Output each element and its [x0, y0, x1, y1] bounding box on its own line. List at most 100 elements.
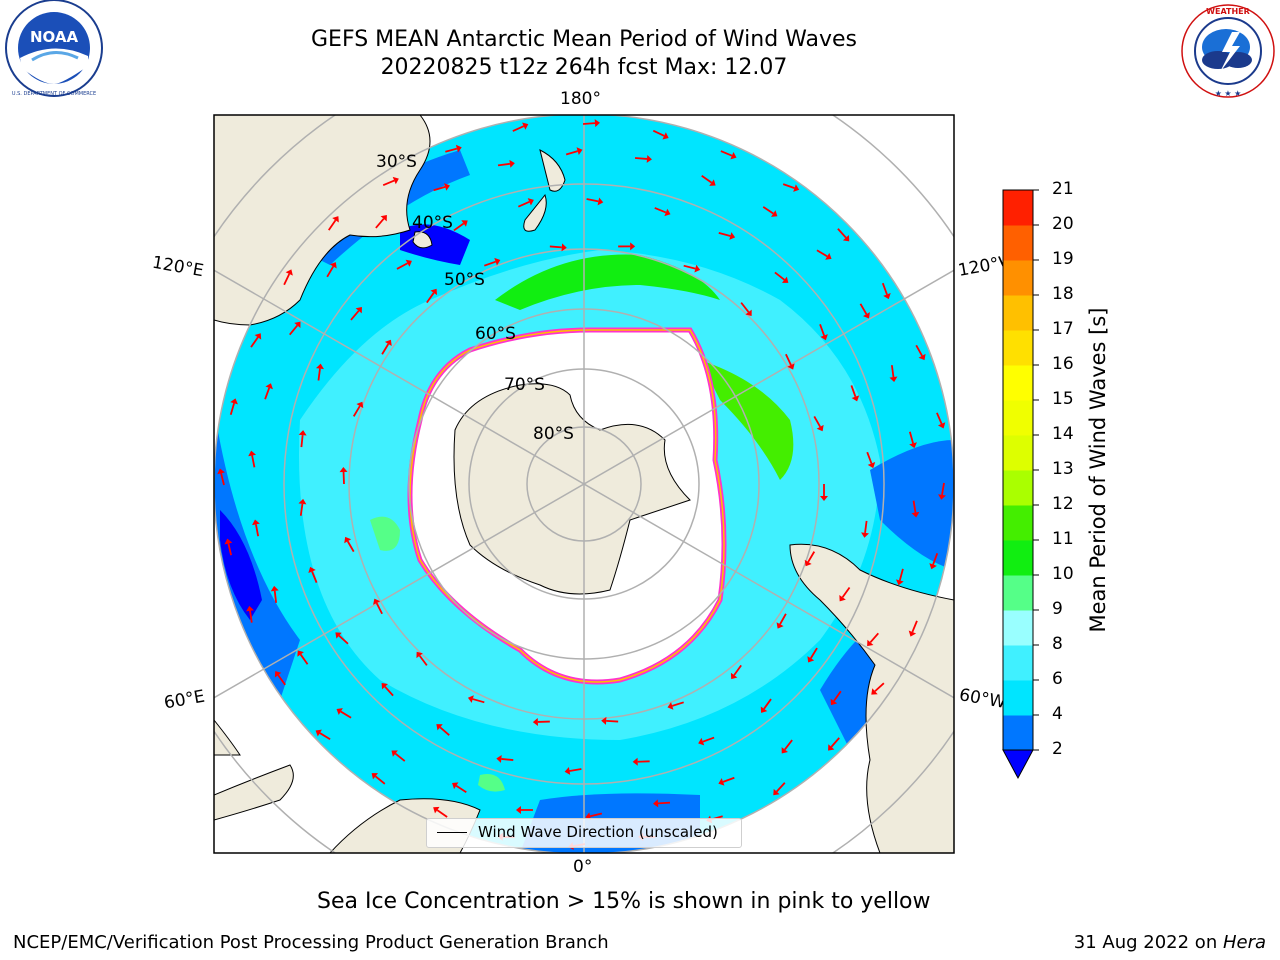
wave-direction-arrow: [382, 179, 395, 187]
wave-direction-arrow: [774, 271, 785, 281]
wave-direction-arrow: [898, 568, 904, 581]
wave-direction-arrowhead: [391, 750, 398, 757]
wave-direction-arrowhead: [861, 532, 870, 538]
wave-direction-arrowhead: [509, 159, 515, 168]
wave-direction-arrow: [911, 620, 918, 633]
map-legend: Wind Wave Direction (unscaled): [426, 818, 742, 848]
wave-direction-arrowhead: [918, 353, 926, 361]
wave-direction-arrowhead: [820, 496, 828, 501]
wave-direction-arrowhead: [576, 147, 583, 155]
colorbar-tick-label: 17: [1052, 319, 1074, 339]
wave-direction-arrow: [634, 157, 648, 160]
wave-direction-arrow: [394, 752, 406, 762]
colorbar-tick-label: 16: [1052, 354, 1074, 374]
wave-direction-arrow: [384, 686, 394, 697]
wave-direction-arrow: [283, 273, 291, 286]
wave-direction-arrow: [890, 365, 895, 378]
svg-text:U.S. DEPARTMENT OF COMMERCE: U.S. DEPARTMENT OF COMMERCE: [12, 91, 96, 97]
lat-label-30s: 30°S: [376, 152, 417, 172]
wave-direction-arrowhead: [745, 309, 752, 317]
wave-direction-arrow: [874, 682, 885, 692]
wave-direction-arrowhead: [646, 154, 652, 163]
wave-direction-arrowhead: [601, 716, 607, 725]
wave-direction-arrow: [484, 260, 496, 267]
wave-direction-arrow: [455, 784, 467, 794]
wave-direction-arrow: [352, 405, 361, 417]
wave-direction-arrow: [227, 543, 232, 556]
lat-label-80s: 80°S: [533, 424, 574, 444]
wave-direction-arrowhead: [632, 757, 638, 766]
wave-direction-arrowhead: [527, 198, 534, 206]
wave-direction-arrow: [850, 385, 857, 397]
svg-text:NOAA: NOAA: [30, 28, 79, 46]
wave-direction-arrowhead: [217, 468, 225, 475]
wave-direction-arrowhead: [929, 563, 937, 570]
colorbar-extend-min: [1002, 749, 1034, 780]
wave-direction-arrow: [866, 451, 873, 464]
wave-direction-arrow: [908, 431, 914, 444]
wave-direction-arrowhead: [664, 208, 671, 217]
wave-direction-arrow: [326, 265, 335, 278]
wave-direction-arrowhead: [781, 747, 788, 754]
wave-direction-arrow: [775, 782, 786, 793]
wave-direction-arrow: [859, 303, 868, 315]
wave-direction-arrow: [657, 801, 671, 805]
wave-direction-arrowhead: [760, 706, 768, 713]
wave-direction-arrow: [255, 524, 260, 537]
wave-direction-arrowhead: [729, 232, 736, 240]
wave-direction-arrowhead: [667, 702, 674, 710]
wave-direction-arrow: [250, 336, 259, 348]
wave-direction-arrow: [472, 698, 485, 704]
wave-direction-arrow: [299, 653, 309, 665]
colorbar-tick-label: 21: [1052, 179, 1074, 199]
wave-direction-arrow: [445, 147, 458, 153]
colorbar-title: Mean Period of Wind Waves [s]: [1086, 307, 1110, 633]
colorbar-segment: [1003, 575, 1033, 611]
colorbar-tick-label: 10: [1052, 564, 1074, 584]
colorbar-segment: [1003, 295, 1033, 331]
wave-direction-arrow: [589, 812, 603, 818]
wave-direction-arrowhead: [405, 259, 412, 267]
wave-direction-arrowhead: [909, 442, 917, 449]
wave-direction-arrowhead: [392, 176, 399, 185]
wave-direction-arrow: [311, 571, 318, 583]
colorbar-segment: [1003, 225, 1033, 261]
footer-branch: NCEP/EMC/Verification Post Processing Pr…: [13, 932, 609, 953]
colorbar-segment: [1003, 505, 1033, 541]
wave-direction-arrow: [869, 632, 879, 643]
wave-direction-arrowhead: [851, 395, 860, 402]
wave-direction-arrowhead: [532, 717, 538, 726]
wave-direction-arrowhead: [816, 424, 824, 432]
wave-direction-arrowhead: [653, 799, 659, 808]
wave-direction-arrow: [289, 324, 299, 336]
wave-direction-arrowhead: [384, 339, 392, 347]
wave-direction-arrow: [501, 758, 514, 761]
colorbar-tick-label: 14: [1052, 424, 1074, 444]
wave-direction-arrow: [426, 292, 435, 304]
wave-direction-arrowhead: [265, 383, 273, 390]
wave-direction-arrow: [807, 551, 816, 563]
colorbar-tick-label: 6: [1052, 669, 1063, 689]
colorbar-tick-label: 13: [1052, 459, 1074, 479]
wave-direction-arrowhead: [246, 605, 254, 612]
wave-direction-arrow: [340, 710, 352, 719]
wave-direction-arrowhead: [339, 467, 348, 473]
sea-ice-note: Sea Ice Concentration > 15% is shown in …: [317, 889, 931, 914]
wave-direction-arrow: [722, 776, 735, 783]
wind-wave-direction-arrows: [217, 119, 946, 851]
wave-direction-arrowhead: [730, 152, 737, 160]
wave-direction-arrow: [433, 186, 446, 192]
colorbar-segment: [1003, 190, 1033, 226]
wave-direction-arrow: [396, 262, 408, 270]
wave-direction-arrow: [338, 635, 349, 645]
wave-direction-arrow: [841, 586, 851, 598]
wave-direction-arrowhead: [467, 695, 474, 703]
wave-direction-arrowhead: [344, 536, 352, 544]
footer-date: 31 Aug 2022 on Hera: [1074, 932, 1266, 953]
wave-direction-arrowhead: [522, 122, 529, 130]
wave-direction-arrowhead: [252, 519, 260, 526]
wave-direction-arrow: [317, 368, 321, 381]
wave-direction-arrow: [718, 232, 731, 237]
wave-direction-arrowhead: [867, 639, 874, 647]
wave-direction-arrow: [683, 264, 696, 270]
